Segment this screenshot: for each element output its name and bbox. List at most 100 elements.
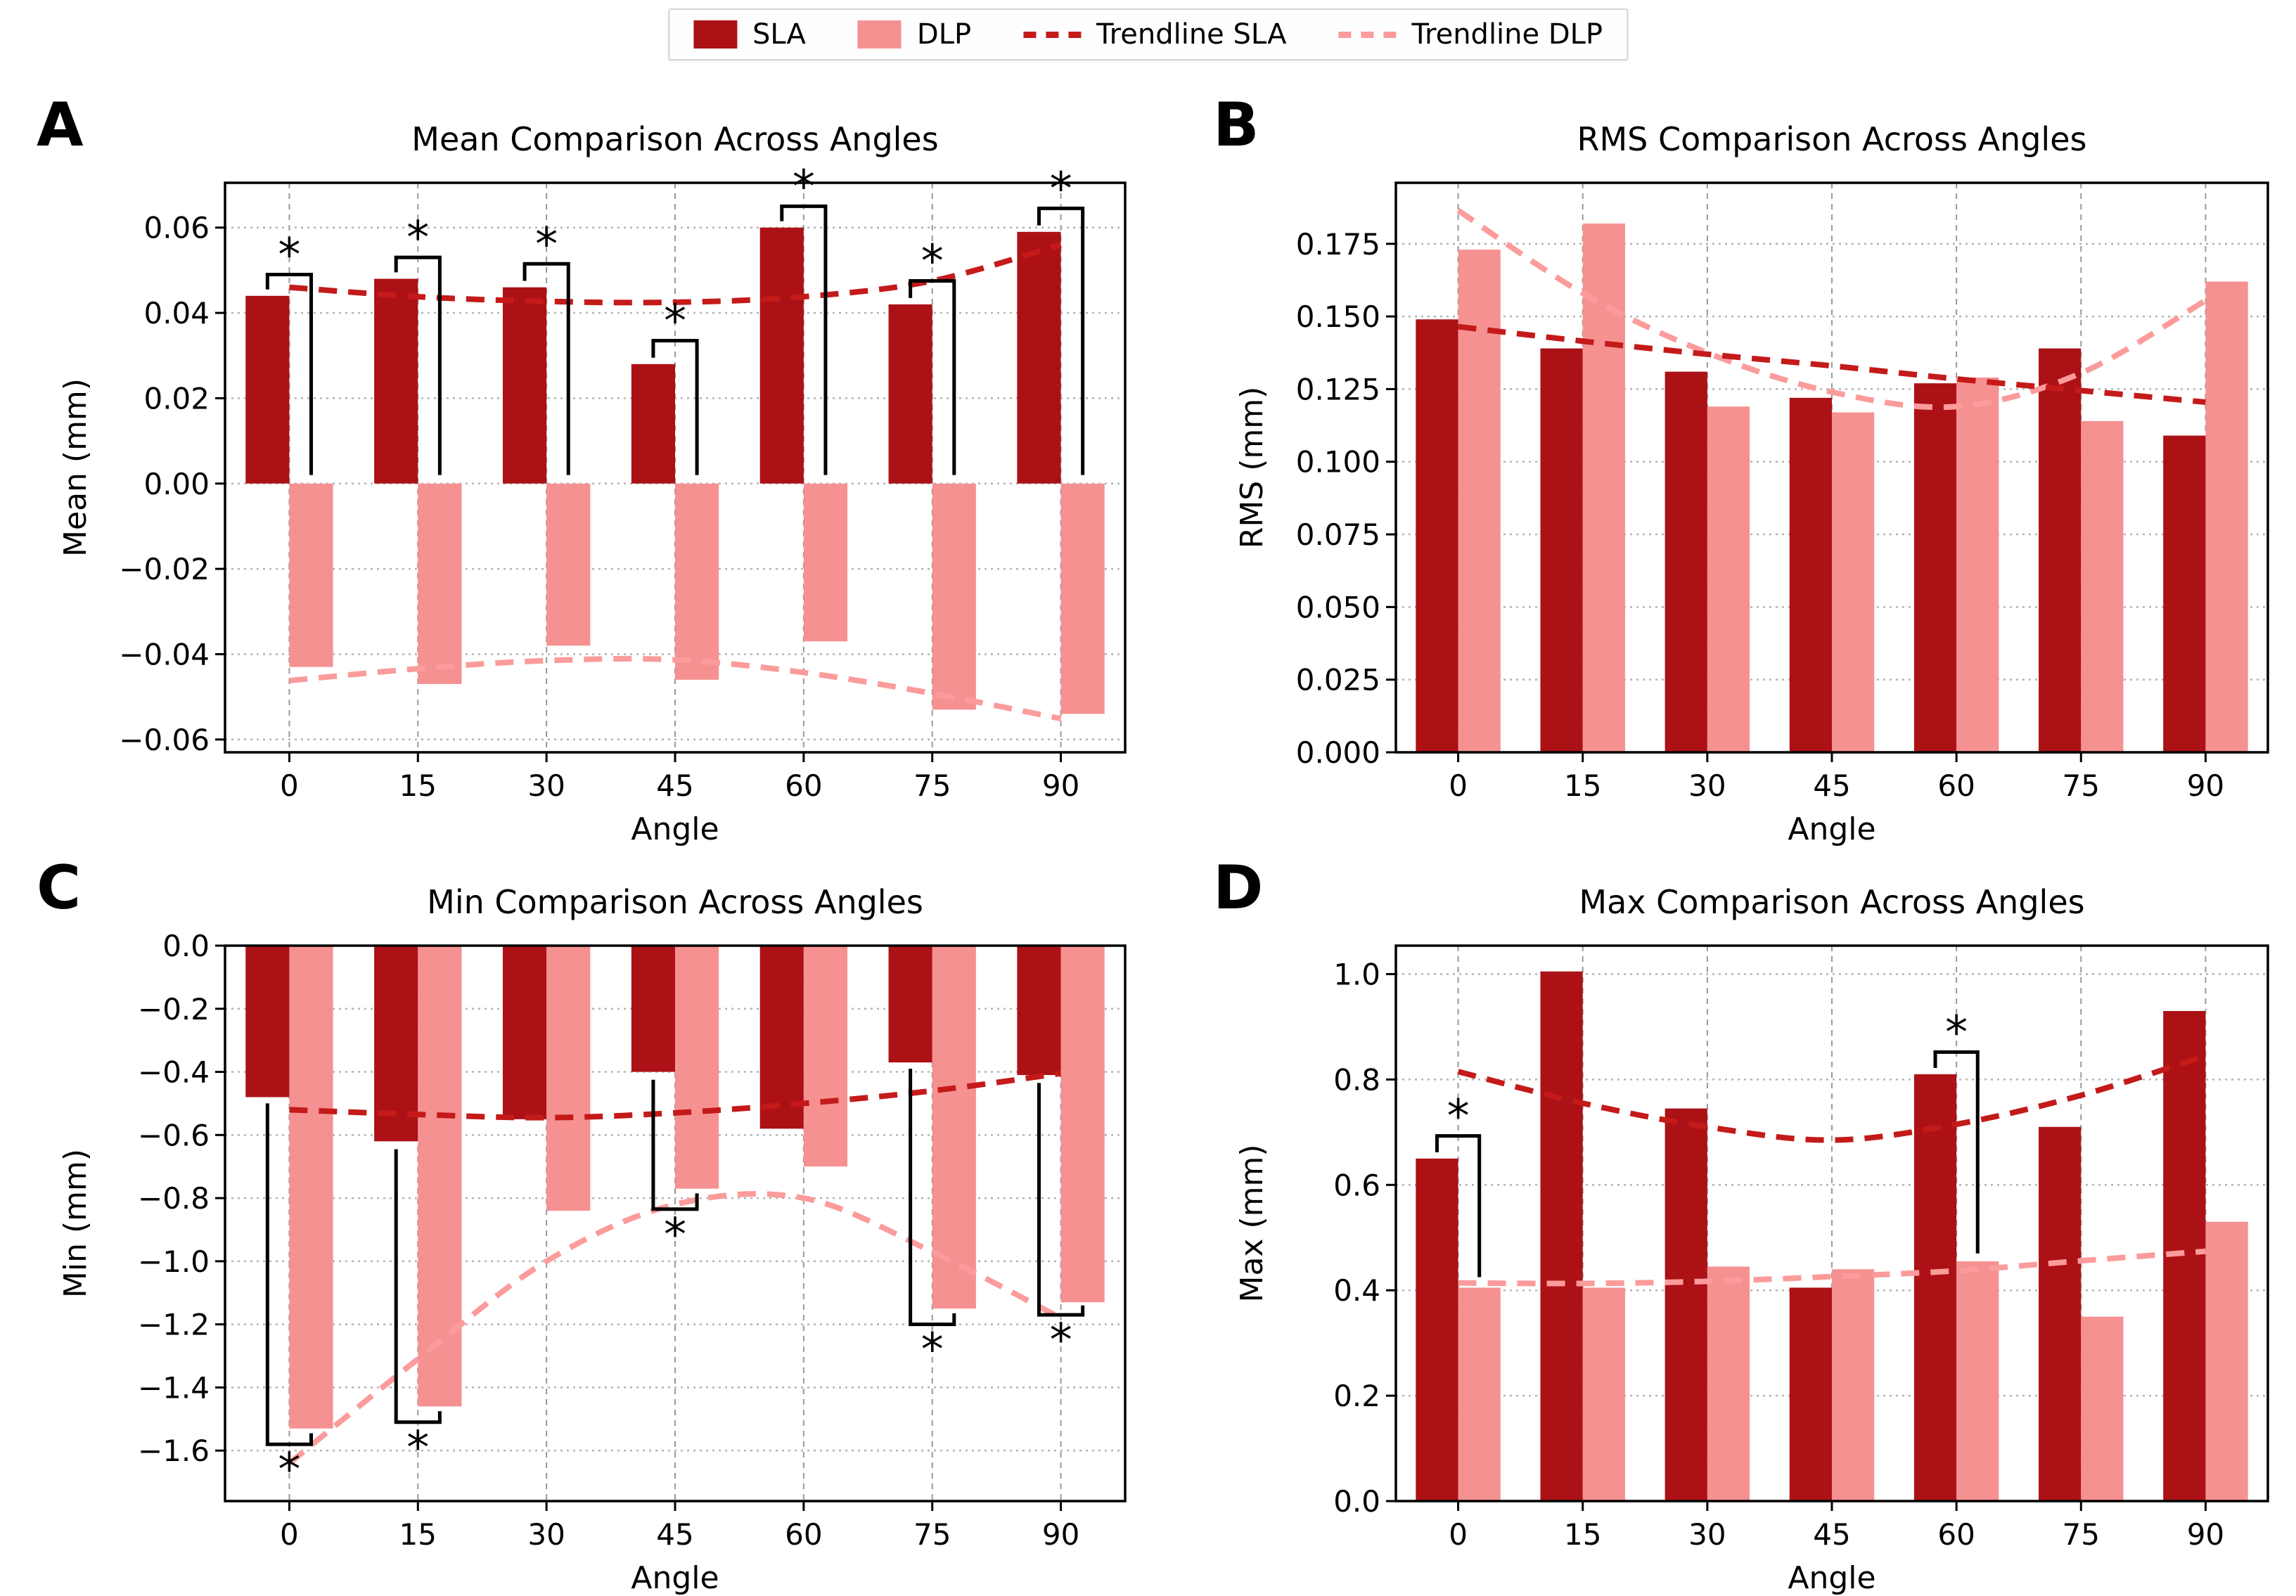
bar-sla-0 (245, 295, 290, 484)
bar-dlp-90 (1060, 483, 1105, 714)
bar-sla-60 (1913, 383, 1957, 752)
panel-rms: B RMS Comparison Across Angles RMS (mm) … (1148, 67, 2296, 845)
significance-star-75: * (921, 1325, 944, 1377)
chart-title: Max Comparison Across Angles (1579, 883, 2085, 921)
y-tick-label: 0.00 (143, 467, 210, 501)
trendline-sla (289, 242, 1062, 306)
y-tick-label: −1.2 (138, 1308, 210, 1342)
legend-item-dlp: DLP (857, 18, 971, 51)
y-tick-label: 0.02 (143, 381, 210, 416)
bar-dlp-90 (2205, 1221, 2248, 1501)
bracket-15 (394, 1149, 442, 1424)
significance-brackets: * * * * * (265, 1069, 1085, 1496)
panel-max: D Max Comparison Across Angles Max (mm) … (1148, 837, 2296, 1596)
x-axis-label: Angle (1788, 1560, 1876, 1596)
significance-star-30: * (535, 219, 558, 271)
bar-dlp-0 (1458, 1287, 1501, 1501)
bar-dlp-0 (289, 483, 333, 667)
bar-sla-15 (1540, 348, 1583, 752)
y-tick-label: 0.075 (1296, 517, 1380, 552)
bar-sla-45 (1789, 1287, 1832, 1501)
x-tick-label: 75 (2063, 1517, 2100, 1552)
x-tick-label: 90 (2187, 1517, 2224, 1552)
trendline-dlp (289, 655, 1062, 721)
bar-dlp-30 (546, 946, 591, 1211)
bar-sla-90 (1017, 231, 1061, 484)
y-tick-label: 0.100 (1296, 445, 1380, 480)
trendline-dlp (1456, 207, 2207, 411)
bar-sla-60 (759, 946, 804, 1129)
y-tick-label: 0.06 (143, 211, 210, 245)
x-tick-label: 90 (1042, 1517, 1079, 1552)
bar-sla-75 (2039, 1126, 2082, 1501)
bars (245, 227, 1105, 714)
bar-sla-15 (374, 946, 418, 1142)
panel-letter: D (1213, 853, 1264, 923)
trendline-sla-sample-icon (1023, 31, 1082, 38)
bar-sla-75 (888, 304, 932, 484)
bracket-90 (1037, 1083, 1085, 1317)
max-comparison-chart: **0.00.20.40.60.81.00 15 30 45 60 75 90 (1333, 944, 2269, 1552)
x-tick-label: 45 (1813, 768, 1850, 803)
axis-ticks-and-labels: 0.0 0.2 0.4 0.6 0.8 1.0 0 15 30 45 60 75 90 (1333, 957, 2224, 1552)
bar-dlp-45 (1832, 412, 1875, 752)
significance-brackets: ** (1435, 1007, 1980, 1278)
axis-ticks-and-labels: −0.06 −0.04 −0.02 0.00 0.02 0.04 0.06 0 15 30 45 60… (119, 211, 1079, 803)
bar-sla-45 (631, 946, 675, 1072)
y-tick-label: 0.0 (1333, 1484, 1380, 1519)
x-tick-label: 60 (785, 768, 822, 803)
bar-sla-75 (888, 946, 932, 1063)
significance-star-45: * (664, 1209, 686, 1261)
x-tick-label: 90 (1042, 768, 1079, 803)
axis-ticks-and-labels: −1.6 −1.4 −1.2 −1.0 −0.8 −0.6 −0.4 −0.2 0.0 0 15 30… (138, 929, 1079, 1552)
y-tick-label: −1.4 (138, 1370, 210, 1405)
x-tick-label: 45 (656, 1517, 693, 1552)
bar-dlp-30 (546, 483, 591, 646)
bar-sla-15 (1540, 971, 1583, 1501)
y-tick-label: 0.0 (162, 929, 210, 963)
x-tick-label: 30 (1688, 1517, 1726, 1552)
significance-star-45: * (664, 295, 686, 347)
bar-dlp-30 (1707, 406, 1750, 752)
y-tick-label: 0.8 (1333, 1062, 1380, 1097)
significance-star-0: * (278, 1444, 300, 1496)
bar-sla-75 (2039, 348, 2082, 752)
bars (1416, 223, 2248, 752)
significance-star-15: * (406, 1422, 429, 1474)
x-axis-label: Angle (631, 811, 719, 847)
legend-label-trend-dlp: Trendline DLP (1411, 18, 1603, 51)
bar-dlp-75 (932, 483, 976, 710)
bar-dlp-45 (675, 483, 719, 680)
bracket-60 (780, 204, 828, 475)
y-tick-label: 0.025 (1296, 663, 1380, 697)
bar-dlp-45 (675, 946, 719, 1189)
y-tick-label: 0.6 (1333, 1168, 1380, 1202)
bar-dlp-60 (803, 946, 848, 1167)
bracket-45 (651, 1079, 699, 1211)
bar-dlp-0 (289, 946, 333, 1429)
trendline-dlp (1458, 1248, 2206, 1287)
axis-ticks-and-labels: 0.000 0.025 0.050 0.075 0.100 0.125 0.150 0.175… (1296, 227, 2224, 803)
bars (1416, 971, 2248, 1501)
x-tick-label: 30 (1688, 768, 1726, 803)
y-tick-label: −0.6 (138, 1118, 210, 1152)
x-tick-label: 60 (1937, 768, 1975, 803)
trendline-sla (1458, 323, 2206, 405)
bar-sla-30 (1665, 1108, 1707, 1501)
x-tick-label: 45 (656, 768, 693, 803)
y-tick-label: −1.6 (138, 1434, 210, 1468)
x-tick-label: 90 (2187, 768, 2224, 803)
y-tick-label: −0.4 (138, 1055, 210, 1090)
panel-letter: C (37, 853, 82, 923)
bar-sla-0 (1416, 319, 1458, 752)
bar-sla-30 (502, 946, 547, 1119)
bracket-75 (909, 279, 956, 475)
legend-label-trend-sla: Trendline SLA (1096, 18, 1287, 51)
bar-dlp-30 (1707, 1266, 1750, 1501)
y-tick-label: −0.2 (138, 992, 210, 1027)
bar-sla-30 (1665, 371, 1707, 752)
x-axis-label: Angle (631, 1560, 719, 1596)
significance-star-90: * (1050, 1315, 1072, 1367)
bracket-90 (1037, 206, 1085, 475)
y-tick-label: 0.04 (143, 296, 210, 330)
